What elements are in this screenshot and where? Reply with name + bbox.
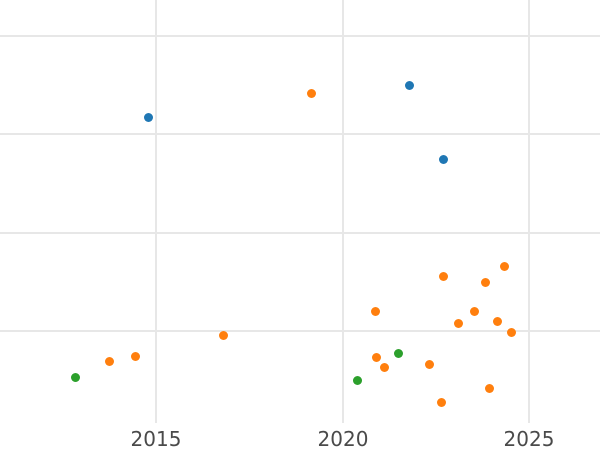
scatter-point-orange xyxy=(104,356,114,366)
scatter-point-blue xyxy=(143,112,153,122)
vertical-gridline xyxy=(342,0,344,423)
x-tick-label: 2025 xyxy=(503,427,555,450)
scatter-point-orange xyxy=(484,383,494,393)
vertical-gridline xyxy=(528,0,530,423)
x-tick-label: 2015 xyxy=(130,427,182,450)
scatter-point-orange xyxy=(469,306,479,316)
scatter-point-blue xyxy=(404,80,414,90)
scatter-point-orange xyxy=(480,277,490,287)
scatter-point-green xyxy=(352,375,362,385)
scatter-point-orange xyxy=(506,327,516,337)
scatter-point-orange xyxy=(218,330,228,340)
horizontal-gridline xyxy=(0,330,600,332)
vertical-gridline xyxy=(155,0,157,423)
scatter-point-orange xyxy=(492,316,502,326)
scatter-point-orange xyxy=(371,352,381,362)
horizontal-gridline xyxy=(0,232,600,234)
scatter-point-orange xyxy=(370,306,380,316)
scatter-point-blue xyxy=(438,154,448,164)
x-tick-label: 2020 xyxy=(317,427,369,450)
scatter-point-orange xyxy=(379,362,389,372)
horizontal-gridline xyxy=(0,133,600,135)
scatter-point-orange xyxy=(130,351,140,361)
scatter-point-orange xyxy=(436,397,446,407)
scatter-point-orange xyxy=(424,359,434,369)
scatter-point-orange xyxy=(438,271,448,281)
scatter-point-orange xyxy=(499,261,509,271)
scatter-point-green xyxy=(393,348,403,358)
scatter-point-orange xyxy=(306,88,316,98)
horizontal-gridline xyxy=(0,35,600,37)
scatter-point-orange xyxy=(453,318,463,328)
scatter-point-green xyxy=(70,372,80,382)
